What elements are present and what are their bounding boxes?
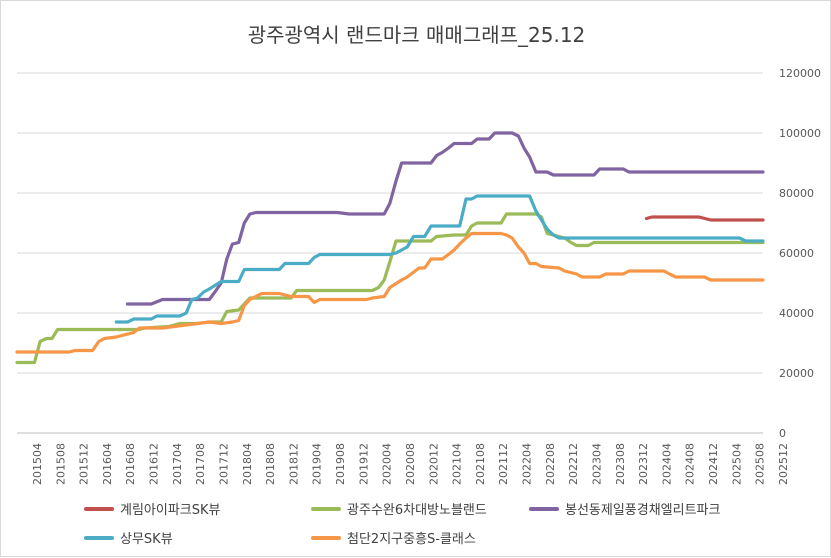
x-tick-label: 202108 (474, 443, 487, 485)
legend-swatch-series-5 (311, 535, 341, 540)
legend-item-series-2: 광주수완6차대방노블랜드 (311, 499, 487, 518)
legend-label-series-1: 계림아이파크SK뷰 (120, 503, 221, 518)
legend-swatch-series-4 (84, 535, 114, 540)
x-tick-label: 201712 (217, 443, 230, 485)
x-tick-label: 201912 (357, 443, 370, 485)
gridlines (17, 72, 763, 434)
legend-label-series-2: 광주수완6차대방노블랜드 (347, 503, 487, 518)
legend-label-series-5: 첨단2지구중흥S-클래스 (347, 532, 476, 547)
x-tick-label: 202412 (707, 443, 720, 485)
x-tick-label: 202012 (427, 443, 440, 485)
x-tick-label: 201812 (287, 443, 300, 485)
x-tick-label: 202204 (521, 443, 534, 485)
x-tick-label: 202512 (777, 443, 790, 485)
x-tick-label: 202504 (730, 443, 743, 485)
legend-item-series-4: 상무SK뷰 (84, 528, 173, 547)
y-tick-label: 60000 (779, 247, 814, 260)
x-tick-label: 201604 (101, 443, 114, 485)
series-line-5 (15, 231, 765, 354)
x-tick-label: 202008 (404, 443, 417, 485)
x-tick-label: 201908 (334, 443, 347, 485)
y-tick-label: 100000 (779, 127, 821, 140)
x-tick-label: 201808 (264, 443, 277, 485)
series-lines (15, 131, 765, 365)
x-tick-label: 202508 (754, 443, 767, 485)
legend-item-series-5: 첨단2지구중흥S-클래스 (311, 528, 476, 547)
x-tick-label: 202212 (567, 443, 580, 485)
series-line-4 (114, 194, 765, 324)
y-tick-label: 120000 (779, 67, 821, 80)
x-tick-label: 201708 (194, 443, 207, 485)
x-tick-label: 201504 (31, 443, 44, 485)
series-line-3 (125, 131, 765, 306)
legend-swatch-series-2 (311, 506, 341, 511)
legend-swatch-series-1 (84, 506, 114, 511)
y-tick-label: 20000 (779, 367, 814, 380)
x-tick-label: 202304 (590, 443, 603, 485)
x-axis-ticks: 201504 201508 201512 201604 201608 201612 2017… (31, 443, 790, 485)
x-tick-label: 202104 (451, 443, 464, 485)
y-tick-label: 0 (779, 427, 786, 440)
x-tick-label: 201608 (124, 443, 137, 485)
x-tick-label: 201904 (311, 443, 324, 485)
x-tick-label: 202404 (660, 443, 673, 485)
x-tick-label: 202308 (614, 443, 627, 485)
x-tick-label: 201512 (78, 443, 91, 485)
x-tick-label: 201804 (241, 443, 254, 485)
x-tick-label: 201508 (54, 443, 67, 485)
legend-item-series-3: 봉선동제일풍경채엘리트파크 (529, 499, 720, 518)
y-tick-label: 80000 (779, 187, 814, 200)
y-tick-label: 40000 (779, 307, 814, 320)
legend-item-series-1: 계림아이파크SK뷰 (84, 499, 221, 518)
legend-label-series-3: 봉선동제일풍경채엘리트파크 (565, 503, 721, 518)
y-axis-ticks: 0 20000 40000 60000 80000 100000 120000 (779, 67, 821, 440)
legend-swatch-series-3 (529, 506, 559, 511)
chart-title: 광주광역시 랜드마크 매매그래프_25.12 (247, 23, 586, 47)
x-tick-label: 201704 (171, 443, 184, 485)
legend-label-series-4: 상무SK뷰 (120, 532, 173, 547)
x-tick-label: 202004 (381, 443, 394, 485)
x-tick-label: 202112 (497, 443, 510, 485)
x-tick-label: 202312 (637, 443, 650, 485)
series-line-1 (644, 215, 765, 222)
x-tick-label: 201612 (148, 443, 161, 485)
x-tick-label: 202208 (544, 443, 557, 485)
x-tick-label: 202408 (684, 443, 697, 485)
